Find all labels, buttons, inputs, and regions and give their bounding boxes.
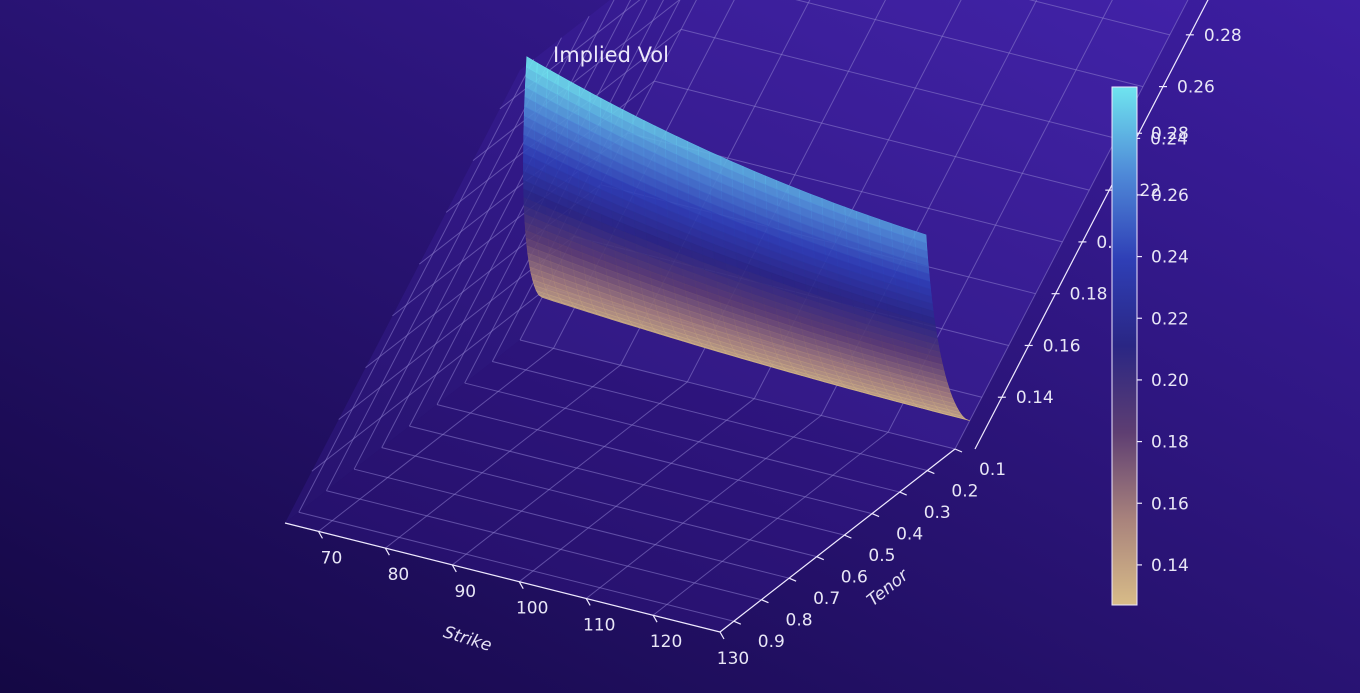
tenor-tick-label: 0.3 [924, 503, 951, 523]
tenor-tick-label: 0.6 [841, 568, 868, 588]
strike-tick [652, 614, 658, 623]
tenor-tick [871, 513, 880, 518]
floor-grid-tenor [436, 404, 873, 515]
colorbar-tick-label: 0.28 [1151, 124, 1189, 144]
tenor-tick-label: 0.7 [813, 589, 840, 609]
colorbar-tick-label: 0.16 [1151, 494, 1189, 514]
vol-surface [523, 56, 970, 421]
floor-grid-tenor [326, 490, 762, 601]
back-grid-vol [1028, 0, 1170, 36]
left-grid-vol [472, 0, 681, 161]
floor-grid-strike [385, 364, 621, 549]
left-grid-tenor [326, 37, 562, 491]
strike-tick [384, 547, 390, 556]
colorbar-tick-label: 0.14 [1151, 556, 1189, 576]
strike-tick-label: 100 [516, 599, 548, 619]
tenor-tick-label: 0.9 [758, 632, 785, 652]
left-grid-vol [311, 287, 548, 472]
tenor-tick [844, 534, 852, 539]
tenor-tick-label: 0.2 [951, 482, 978, 502]
vol-tick-label: 0.28 [1204, 26, 1242, 46]
vol-tick-label: 0.24 [1150, 129, 1188, 149]
strike-tick-label: 80 [388, 565, 410, 585]
tenor-tick [816, 556, 825, 561]
tenor-tick [954, 448, 963, 453]
strike-tick [585, 598, 591, 606]
tenor-tick [899, 491, 907, 496]
strike-tick [719, 631, 725, 640]
tenor-tick-label: 0.8 [786, 611, 813, 631]
strike-tick [518, 581, 524, 589]
colorbar-tick-label: 0.20 [1151, 371, 1189, 391]
tenor-tick-label: 0.4 [896, 525, 923, 545]
colorbar-ticks: 0.14 0.16 0.18 0.20 0.22 0.24 0.26 0.28 [1137, 124, 1189, 576]
colorbar-gradient [1111, 86, 1138, 606]
colorbar-tick-label: 0.22 [1151, 309, 1189, 329]
tenor-tick-label: 0.5 [868, 546, 895, 566]
tenor-tick-label: 0.1 [979, 460, 1006, 480]
tenor-tick [788, 577, 797, 582]
back-grid-vol [681, 28, 1117, 139]
strike-axis-line [284, 522, 721, 633]
back-grid-vol [795, 0, 1144, 88]
axes-lines [284, 0, 1209, 633]
vol-tick-label: 0.26 [1177, 78, 1215, 98]
floor-grid-strike [652, 431, 889, 616]
strike-tick [317, 531, 323, 539]
strike-tick-label: 90 [454, 582, 476, 602]
floor-grid-tenor [464, 382, 900, 493]
tenor-tick [927, 469, 935, 475]
colorbar-tick-label: 0.26 [1151, 186, 1189, 206]
floor-grid-strike [585, 415, 822, 599]
floor-pane [285, 340, 955, 632]
floor-grid-tenor [298, 511, 734, 622]
floor-grid-tenor [381, 447, 817, 558]
floor-grid-tenor [519, 339, 956, 450]
floor-grid-strike [318, 347, 554, 532]
strike-tick-label: 70 [321, 548, 343, 568]
chart-title: Implied Vol [553, 43, 669, 67]
strike-tick [451, 564, 457, 573]
strike-tick-label: 110 [583, 616, 615, 636]
colorbar-tick-label: 0.24 [1151, 248, 1189, 268]
tick-labels: 7080901001101201300.10.20.30.40.50.60.70… [317, 26, 1242, 669]
back-grid-strike [954, 0, 1189, 450]
left-grid-tenor [298, 59, 535, 513]
strike-tick-label: 120 [650, 632, 682, 652]
surface-facet [953, 415, 970, 421]
vol-tick-label: 0.16 [1043, 337, 1081, 357]
colorbar-tick-label: 0.18 [1151, 433, 1189, 453]
vol-tick-label: 0.18 [1070, 285, 1108, 305]
floor-grid-tenor [492, 361, 928, 472]
tenor-tick [761, 599, 769, 604]
floor-grid-tenor [353, 468, 790, 579]
floor-grid-tenor [409, 425, 845, 536]
back-grid-vol [654, 80, 1090, 191]
vol-axis-line [974, 0, 1209, 450]
left-grid-tenor [381, 0, 615, 448]
tenor-axis-line [719, 448, 956, 633]
floor-grid-strike [452, 381, 688, 566]
tenor-tick [733, 620, 742, 625]
floor-grid-strike [518, 398, 755, 583]
colorbar: 0.14 0.16 0.18 0.20 0.22 0.24 0.26 0.28 [1111, 86, 1189, 606]
vol-tick-label: 0.14 [1016, 388, 1054, 408]
strike-tick-label: 130 [717, 649, 749, 669]
